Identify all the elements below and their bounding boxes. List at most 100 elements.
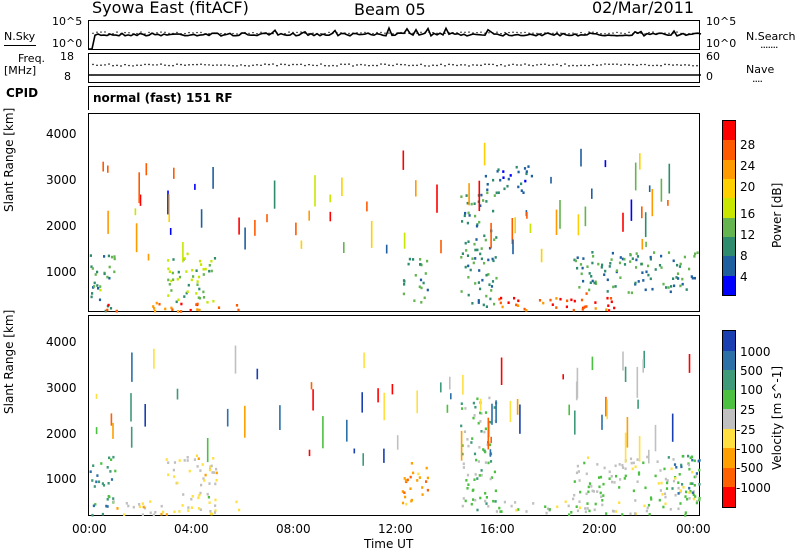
nsearch-point bbox=[152, 32, 154, 34]
heatmap-cell bbox=[495, 191, 498, 195]
heatmap-cell bbox=[201, 463, 204, 466]
nsearch-point bbox=[624, 32, 626, 35]
heatmap-cell bbox=[690, 455, 694, 459]
nave-point bbox=[572, 64, 574, 67]
heatmap-cell bbox=[644, 288, 647, 292]
nave-point bbox=[168, 64, 170, 67]
heatmap-streak bbox=[396, 435, 399, 450]
heatmap-cell bbox=[214, 482, 217, 486]
heatmap-cell bbox=[693, 475, 696, 479]
heatmap-streak bbox=[329, 211, 332, 222]
heatmap-streak bbox=[167, 190, 169, 215]
power-cb-tick-4: 4 bbox=[740, 270, 748, 284]
heatmap-cell bbox=[468, 214, 471, 217]
heatmap-streak bbox=[626, 417, 629, 448]
heatmap-cell bbox=[677, 507, 680, 511]
heatmap-cell bbox=[480, 474, 483, 477]
nave-point bbox=[376, 64, 378, 67]
heatmap-streak bbox=[226, 408, 229, 427]
nsearch-point bbox=[304, 32, 306, 34]
velocity-heatmap bbox=[89, 345, 701, 517]
heatmap-cell bbox=[492, 499, 495, 503]
nave-point bbox=[672, 64, 674, 66]
heatmap-cell bbox=[698, 459, 701, 462]
noise-left-tick-low: 10^0 bbox=[52, 37, 83, 50]
heatmap-streak bbox=[577, 214, 580, 236]
power-colorbar bbox=[722, 120, 736, 296]
heatmap-streak bbox=[312, 389, 314, 411]
heatmap-cell bbox=[610, 475, 613, 478]
heatmap-cell bbox=[603, 466, 606, 470]
heatmap-cell bbox=[210, 464, 213, 468]
heatmap-cell bbox=[477, 299, 480, 302]
heatmap-cell bbox=[485, 502, 488, 505]
heatmap-cell bbox=[112, 455, 115, 459]
nsearch-point bbox=[480, 31, 482, 33]
heatmap-cell bbox=[106, 308, 109, 312]
nave-point bbox=[508, 64, 510, 66]
heatmap-cell bbox=[591, 489, 594, 493]
heatmap-cell bbox=[182, 493, 185, 496]
nsearch-point bbox=[120, 32, 122, 35]
heatmap-cell bbox=[640, 262, 643, 266]
power-ylabel: Slant Range [km] bbox=[2, 107, 16, 212]
heatmap-cell bbox=[127, 504, 130, 508]
heatmap-cell bbox=[484, 427, 487, 431]
nsearch-point bbox=[464, 31, 466, 34]
heatmap-cell bbox=[637, 471, 641, 474]
freq-trace bbox=[89, 63, 701, 76]
nave-point bbox=[160, 63, 162, 65]
heatmap-cell bbox=[175, 300, 178, 304]
nave-point bbox=[208, 64, 210, 66]
heatmap-cell bbox=[171, 271, 174, 275]
heatmap-cell bbox=[582, 279, 585, 283]
nsearch-point bbox=[684, 33, 686, 35]
nave-point bbox=[280, 63, 282, 66]
heatmap-cell bbox=[167, 473, 170, 477]
nsearch-point bbox=[312, 32, 314, 34]
heatmap-cell bbox=[467, 211, 470, 215]
nsearch-point bbox=[224, 32, 226, 35]
heatmap-cell bbox=[609, 262, 612, 265]
nsearch-point bbox=[140, 31, 142, 33]
nave-point bbox=[100, 64, 102, 66]
nsearch-point bbox=[460, 31, 462, 33]
heatmap-cell bbox=[495, 276, 498, 280]
heatmap-cell bbox=[138, 505, 141, 509]
nsearch-point bbox=[544, 32, 546, 34]
nsearch-point bbox=[268, 32, 270, 35]
heatmap-cell bbox=[178, 510, 181, 513]
heatmap-cell bbox=[116, 507, 119, 510]
heatmap-cell bbox=[199, 469, 202, 472]
heatmap-cell bbox=[420, 286, 423, 290]
heatmap-cell bbox=[662, 282, 665, 286]
nsearch-point bbox=[632, 32, 634, 35]
heatmap-streak bbox=[244, 405, 246, 438]
nsearch-point bbox=[324, 32, 326, 35]
heatmap-cell bbox=[635, 266, 638, 269]
heatmap-streak bbox=[645, 241, 647, 248]
heatmap-cell bbox=[600, 266, 603, 269]
heatmap-cell bbox=[576, 256, 579, 259]
heatmap-streak bbox=[139, 194, 142, 206]
heatmap-cell bbox=[658, 498, 661, 502]
heatmap-streak bbox=[147, 253, 150, 261]
heatmap-cell bbox=[678, 265, 682, 268]
heatmap-cell bbox=[679, 284, 682, 288]
nave-point bbox=[528, 64, 530, 66]
heatmap-cell bbox=[104, 309, 107, 313]
heatmap-cell bbox=[202, 268, 205, 271]
heatmap-cell bbox=[93, 281, 96, 285]
nave-point bbox=[632, 63, 634, 66]
heatmap-cell bbox=[684, 495, 687, 498]
heatmap-streak bbox=[624, 432, 627, 463]
heatmap-streak bbox=[391, 384, 394, 395]
nsearch-point bbox=[328, 31, 330, 34]
heatmap-cell bbox=[476, 248, 479, 252]
heatmap-cell bbox=[102, 484, 106, 487]
heatmap-cell bbox=[679, 489, 682, 493]
heatmap-cell bbox=[484, 499, 487, 503]
heatmap-cell bbox=[96, 474, 99, 477]
heatmap-cell bbox=[604, 269, 607, 273]
nave-point bbox=[652, 64, 654, 67]
